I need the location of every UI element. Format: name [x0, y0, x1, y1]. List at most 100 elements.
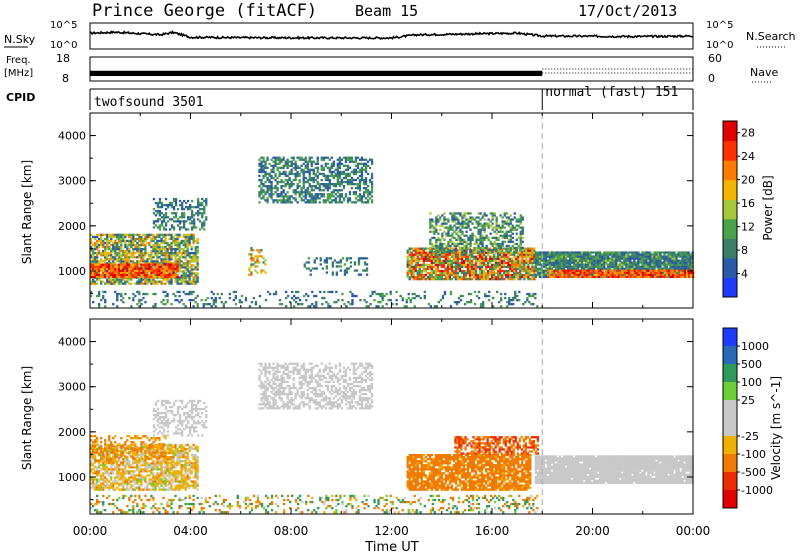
heatmap-cell: [629, 263, 632, 266]
heatmap-cell: [687, 259, 690, 262]
heatmap-cell: [474, 269, 478, 273]
heatmap-cell: [260, 166, 263, 169]
heatmap-cell: [601, 263, 604, 266]
heatmap-cell: [564, 261, 568, 264]
heatmap-cell: [174, 280, 177, 283]
heatmap-cell: [196, 262, 199, 265]
heatmap-cell: [587, 261, 590, 264]
heatmap-cell: [150, 263, 153, 266]
heatmap-cell: [98, 237, 101, 241]
heatmap-cell: [458, 253, 462, 256]
heatmap-cell: [190, 235, 193, 239]
heatmap-cell: [332, 164, 335, 167]
heatmap-cell: [190, 260, 193, 263]
heatmap-cell: [491, 212, 494, 215]
heatmap-cell: [134, 233, 137, 236]
heatmap-cell: [182, 252, 185, 255]
heatmap-cell: [479, 246, 482, 250]
heatmap-cell: [611, 265, 614, 268]
heatmap-cell: [182, 266, 185, 269]
heatmap-cell: [172, 199, 176, 203]
heatmap-cell: [568, 263, 572, 266]
heatmap-cell: [174, 262, 177, 265]
heatmap-cell: [106, 256, 109, 259]
heatmap-cell: [480, 255, 484, 258]
heatmap-cell: [468, 273, 472, 277]
heatmap-cell: [285, 305, 288, 308]
heatmap-cell: [194, 268, 197, 271]
heatmap-cell: [164, 303, 167, 306]
heatmap-cell: [429, 212, 432, 215]
heatmap-cell: [554, 251, 558, 254]
heatmap-cell: [683, 259, 686, 262]
heatmap-cell: [292, 189, 295, 192]
heatmap-cell: [418, 273, 421, 277]
heatmap-cell: [308, 199, 311, 202]
heatmap-cell: [645, 251, 648, 254]
heatmap-cell: [304, 191, 307, 194]
heatmap-cell: [204, 303, 207, 306]
heatmap-cell: [657, 265, 660, 268]
heatmap-cell: [451, 240, 454, 243]
heatmap-cell: [140, 267, 143, 270]
heatmap-cell: [134, 273, 137, 276]
heatmap-cell: [589, 273, 592, 276]
heatmap-cell: [366, 189, 370, 192]
heatmap-cell: [183, 214, 186, 217]
heatmap-cell: [172, 212, 176, 215]
heatmap-cell: [507, 224, 510, 227]
heatmap-cell: [188, 243, 191, 247]
heatmap-cell: [533, 253, 536, 256]
heatmap-cell: [170, 237, 173, 241]
heatmap-cell: [639, 261, 642, 264]
heatmap-cell: [114, 239, 117, 243]
heatmap-cell: [548, 257, 552, 260]
heatmap-cell: [364, 162, 368, 165]
heatmap-cell: [368, 191, 372, 194]
heatmap-cell: [342, 170, 346, 174]
heatmap-cell: [416, 278, 419, 281]
heatmap-cell: [106, 273, 109, 276]
heatmap-cell: [160, 233, 163, 236]
heatmap-cell: [314, 185, 317, 188]
heatmap-cell: [501, 247, 504, 250]
heatmap-cell: [617, 267, 620, 270]
heatmap-cell: [621, 275, 624, 278]
heatmap-cell: [529, 261, 532, 264]
heatmap-cell: [623, 261, 626, 264]
heatmap-cell: [609, 259, 612, 262]
heatmap-cell: [497, 230, 500, 233]
heatmap-cell: [140, 269, 143, 272]
heatmap-cell: [469, 216, 472, 219]
heatmap-cell: [116, 269, 119, 272]
heatmap-cell: [172, 275, 175, 278]
heatmap-cell: [284, 183, 287, 186]
heatmap-cell: [489, 267, 492, 271]
heatmap-cell: [358, 168, 362, 171]
heatmap-cell: [164, 278, 167, 281]
heatmap-cell: [529, 247, 532, 250]
heatmap-cell: [593, 271, 596, 274]
heatmap-cell: [110, 282, 113, 285]
date-title: 17/Oct/2013: [578, 2, 677, 20]
heatmap-cell: [517, 253, 520, 256]
heatmap-cell: [181, 216, 184, 219]
heatmap-cell: [657, 263, 660, 266]
heatmap-cell: [533, 247, 536, 250]
heatmap-cell: [124, 235, 127, 239]
heatmap-cell: [566, 265, 570, 268]
heatmap-cell: [667, 267, 670, 270]
heatmap-cell: [124, 245, 127, 249]
heatmap-cell: [170, 206, 174, 209]
heatmap-cell: [114, 250, 117, 253]
heatmap-cell: [574, 263, 578, 266]
heatmap-cell: [110, 239, 113, 243]
heatmap-cell: [471, 236, 474, 239]
heatmap-cell: [499, 226, 502, 229]
heatmap-cell: [168, 218, 172, 221]
heatmap-cell: [546, 259, 550, 262]
heatmap-cell: [166, 254, 169, 257]
heatmap-cell: [515, 220, 518, 223]
heatmap-cell: [542, 261, 546, 264]
heatmap-cell: [174, 250, 177, 253]
